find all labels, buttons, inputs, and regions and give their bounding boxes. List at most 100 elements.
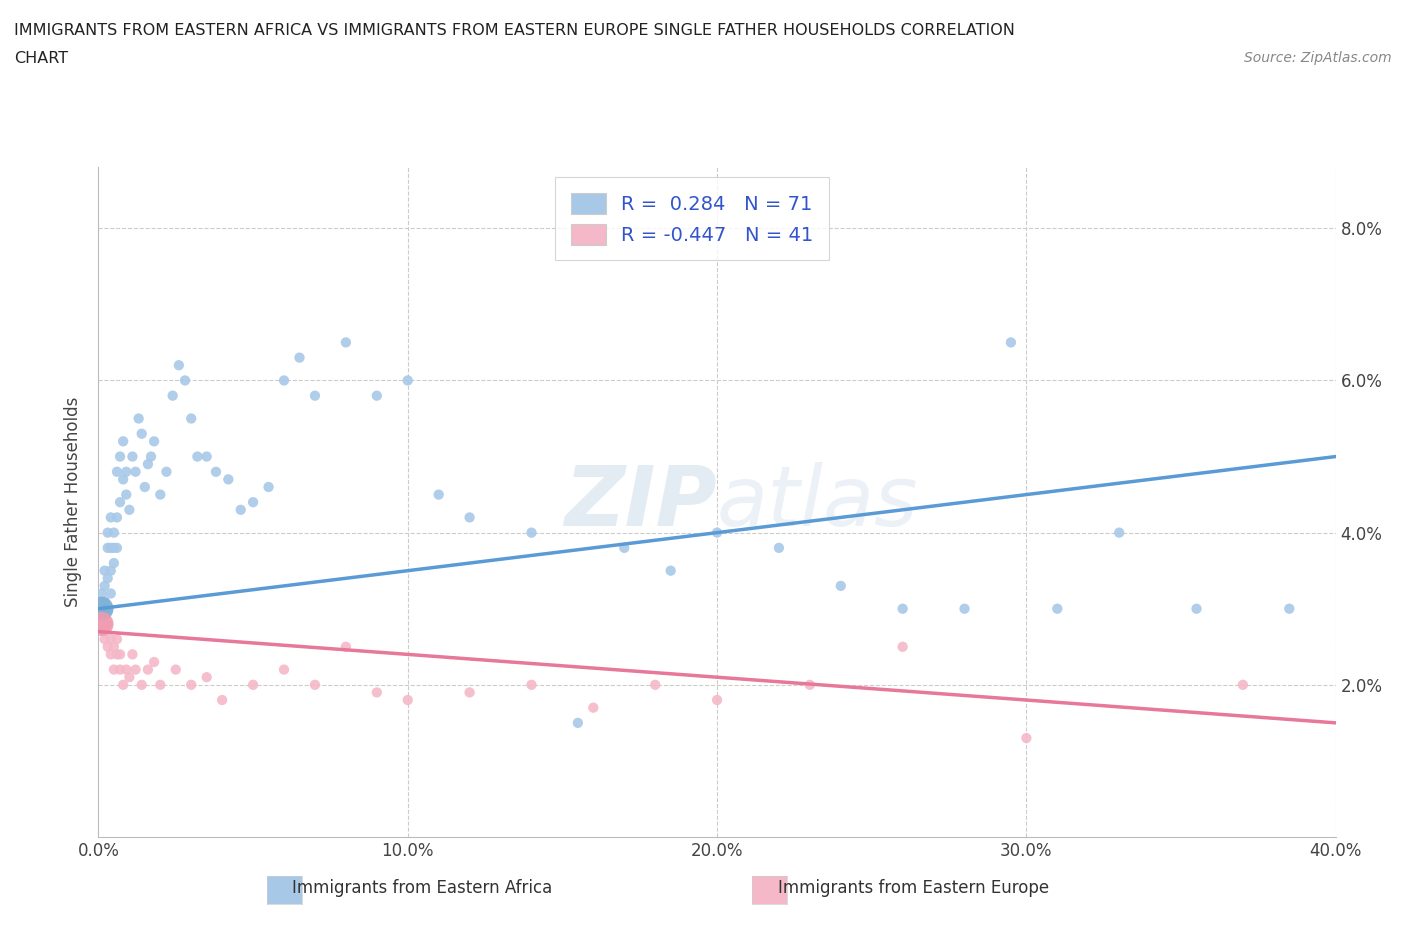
Legend: R =  0.284   N = 71, R = -0.447   N = 41: R = 0.284 N = 71, R = -0.447 N = 41 (555, 177, 830, 260)
Point (799, 677, 821, 692)
Point (112, 677, 135, 692)
Point (134, 480, 156, 495)
Point (112, 472, 135, 486)
Point (217, 472, 239, 486)
Point (136, 662, 159, 677)
Point (273, 662, 295, 677)
Point (335, 335, 357, 350)
Point (1108, 525, 1130, 540)
Point (143, 434, 166, 449)
Point (139, 449, 162, 464)
Point (768, 540, 790, 555)
Point (90, 617, 112, 631)
Point (180, 411, 202, 426)
Text: Immigrants from Eastern Africa: Immigrants from Eastern Africa (291, 879, 553, 897)
Point (100, 510, 122, 525)
Point (115, 464, 138, 479)
Point (659, 564, 682, 578)
Text: atlas: atlas (717, 461, 918, 543)
Point (1278, 602, 1301, 617)
Point (288, 351, 311, 365)
Point (180, 677, 202, 692)
Point (128, 411, 150, 426)
Point (115, 487, 138, 502)
Point (211, 693, 233, 708)
Point (108, 495, 131, 510)
Y-axis label: Single Father Households: Single Father Households (65, 397, 83, 607)
Point (396, 373, 419, 388)
Point (103, 555, 125, 570)
Point (335, 639, 357, 654)
Point (93, 624, 115, 639)
Text: IMMIGRANTS FROM EASTERN AFRICA VS IMMIGRANTS FROM EASTERN EUROPE SINGLE FATHER H: IMMIGRANTS FROM EASTERN AFRICA VS IMMIGR… (14, 23, 1015, 38)
Point (195, 449, 218, 464)
Point (100, 540, 122, 555)
Point (93, 631, 115, 646)
Point (93, 578, 115, 593)
Point (458, 510, 481, 525)
Point (520, 677, 543, 692)
Point (242, 495, 264, 510)
Point (97, 639, 120, 654)
Point (118, 502, 141, 517)
Point (103, 525, 125, 540)
Point (165, 662, 187, 677)
Point (100, 586, 122, 601)
Point (205, 464, 228, 479)
Point (100, 631, 122, 646)
Point (105, 631, 128, 646)
Point (93, 564, 115, 578)
Point (105, 464, 128, 479)
Point (162, 388, 184, 403)
Point (131, 677, 153, 692)
Point (143, 655, 166, 670)
Point (108, 449, 131, 464)
Point (90, 602, 112, 617)
Point (149, 487, 172, 502)
Point (1046, 602, 1069, 617)
Point (103, 540, 125, 555)
Point (273, 373, 295, 388)
Point (582, 700, 605, 715)
Point (458, 685, 481, 700)
Point (124, 662, 146, 677)
Point (186, 449, 208, 464)
Point (149, 677, 172, 692)
Point (155, 464, 177, 479)
Point (93, 609, 115, 624)
Point (953, 602, 976, 617)
Point (830, 578, 852, 593)
Point (613, 540, 636, 555)
Point (90, 617, 112, 631)
Point (93, 593, 115, 608)
Point (644, 677, 666, 692)
Point (100, 647, 122, 662)
Point (304, 388, 326, 403)
Point (97, 602, 120, 617)
Point (97, 617, 120, 631)
Point (131, 426, 153, 441)
Point (1015, 731, 1038, 746)
Point (396, 693, 419, 708)
Point (105, 510, 128, 525)
Point (97, 540, 120, 555)
Point (891, 639, 914, 654)
Point (1232, 677, 1254, 692)
Point (90, 602, 112, 617)
Point (195, 670, 218, 684)
Point (136, 457, 159, 472)
Point (229, 502, 252, 517)
Point (103, 639, 125, 654)
Point (105, 647, 128, 662)
Point (567, 715, 589, 730)
Point (90, 586, 112, 601)
Point (520, 525, 543, 540)
Text: Source: ZipAtlas.com: Source: ZipAtlas.com (1244, 51, 1392, 65)
Point (118, 670, 141, 684)
Point (366, 388, 388, 403)
Point (427, 487, 450, 502)
Text: CHART: CHART (14, 51, 67, 66)
Point (112, 434, 135, 449)
Point (891, 602, 914, 617)
Point (108, 662, 131, 677)
